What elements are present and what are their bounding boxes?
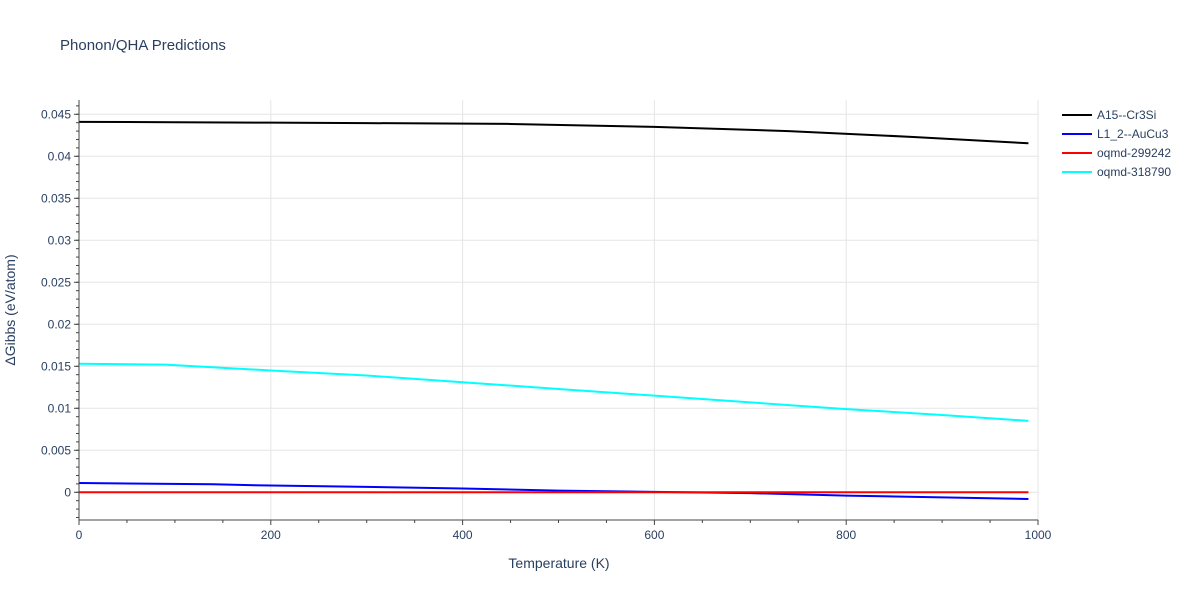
x-tick-label: 200 (261, 528, 281, 542)
x-tick-label: 800 (836, 528, 856, 542)
plot-area (78, 120, 1029, 500)
y-tick-label: 0.005 (41, 443, 71, 457)
x-tick-label: 600 (644, 528, 664, 542)
axes (78, 100, 1038, 521)
legend-item[interactable]: oqmd-299242 (1062, 146, 1171, 160)
y-tick-label: 0.03 (48, 233, 72, 247)
y-tick-label: 0.02 (48, 317, 72, 331)
legend-label: oqmd-318790 (1097, 165, 1171, 179)
legend: A15--Cr3Si L1_2--AuCu3 oqmd-299242 oqmd-318… (1062, 108, 1171, 179)
y-tick-label: 0.025 (41, 275, 71, 289)
series-line-a15-cr3si (78, 120, 1029, 145)
y-tick-label: 0.015 (41, 359, 71, 373)
y-tick-label: 0.035 (41, 191, 71, 205)
legend-item[interactable]: A15--Cr3Si (1062, 108, 1156, 122)
x-tick-label: 400 (453, 528, 473, 542)
y-axis-title: ΔGibbs (eV/atom) (2, 254, 18, 365)
legend-label: oqmd-299242 (1097, 146, 1171, 160)
legend-label: A15--Cr3Si (1097, 108, 1156, 122)
legend-item[interactable]: L1_2--AuCu3 (1062, 127, 1169, 141)
chart-title: Phonon/QHA Predictions (60, 37, 226, 54)
x-axis-title: Temperature (K) (508, 555, 609, 571)
y-tick-label: 0.01 (48, 401, 72, 415)
y-tick-label: 0.045 (41, 107, 71, 121)
grid (79, 100, 1039, 520)
legend-item[interactable]: oqmd-318790 (1062, 165, 1171, 179)
y-tick-label: 0 (64, 485, 71, 499)
x-tick-label: 1000 (1025, 528, 1052, 542)
legend-label: L1_2--AuCu3 (1097, 127, 1169, 141)
ticks: 0 0.005 0.01 0.015 0.02 0.025 0.03 0.035 0.04 0.0… (41, 105, 1052, 542)
x-tick-label: 0 (76, 528, 83, 542)
series-line-l1-2-aucu3 (78, 482, 1029, 500)
series-line-oqmd-318790 (78, 362, 1029, 422)
y-tick-label: 0.04 (48, 149, 72, 163)
